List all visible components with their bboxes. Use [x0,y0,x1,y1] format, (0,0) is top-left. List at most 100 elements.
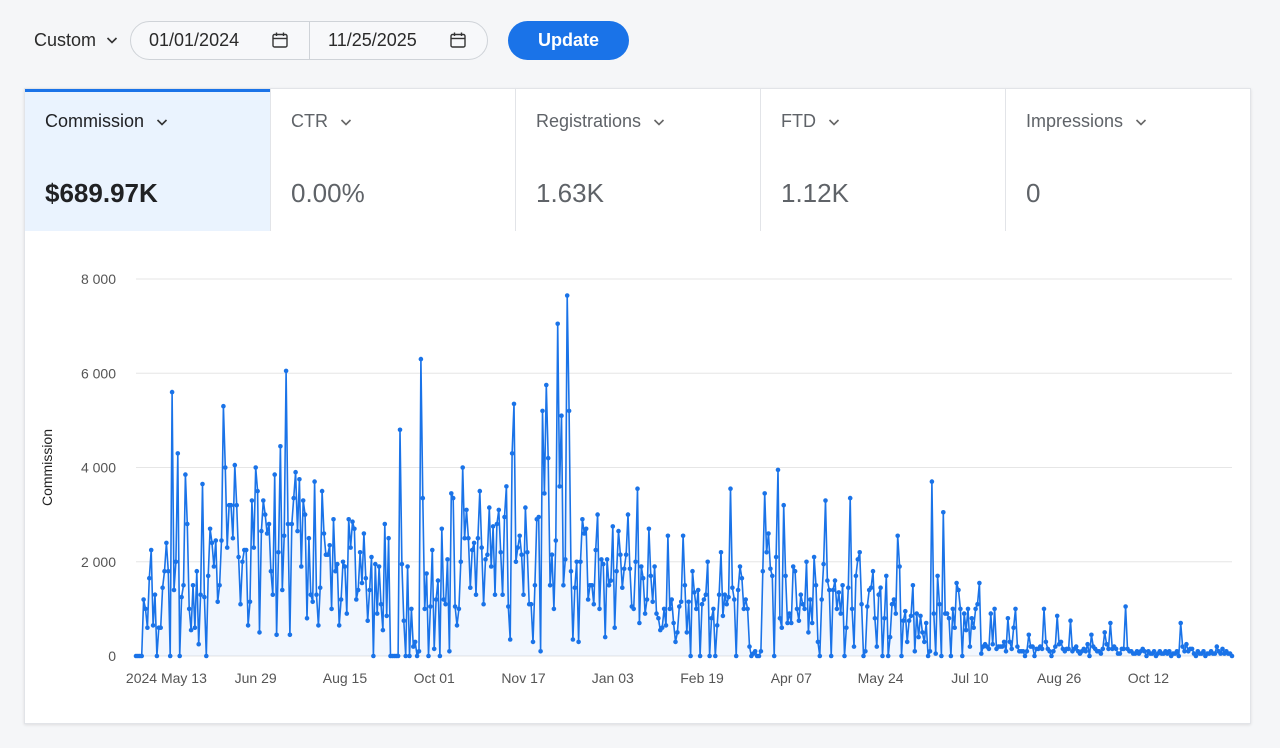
data-point [889,601,895,607]
data-point [838,611,843,616]
data-point [382,521,388,527]
data-point [669,597,674,602]
date-range-select[interactable]: Custom [24,20,128,60]
tab-commission[interactable]: Commission $689.97K [25,89,270,231]
data-point [627,566,633,572]
data-point [450,495,456,501]
start-date-field[interactable]: 01/01/2024 [131,22,309,59]
calendar-icon[interactable] [449,31,467,49]
data-point [1106,646,1111,652]
metric-value: 0.00% [291,178,365,208]
end-date-field[interactable]: 11/25/2025 [309,21,487,59]
data-point [566,408,572,414]
data-point [815,639,821,645]
data-point [899,653,904,659]
data-point [804,559,809,565]
data-point [764,550,769,555]
data-point [338,597,344,602]
data-point [1039,646,1045,652]
data-point [876,592,881,597]
data-point [580,517,585,522]
data-point [299,564,304,569]
tab-impressions[interactable]: Impressions 0 [1005,89,1250,231]
data-point [471,540,477,546]
data-point [760,568,766,574]
data-point [441,597,447,602]
data-point [336,623,342,628]
data-point [405,564,410,569]
tab-ftd[interactable]: FTD 1.12K [760,89,1005,231]
data-point [1201,649,1206,654]
data-point [285,521,291,527]
data-point [409,606,414,612]
data-point [302,512,308,517]
data-point [849,606,855,612]
data-point [695,587,701,593]
data-point [1026,632,1032,638]
data-point [492,592,498,597]
data-point [944,611,950,616]
data-point [956,587,961,593]
data-point [447,649,452,654]
data-point [243,547,249,553]
tab-ctr[interactable]: CTR 0.00% [270,89,515,231]
data-point [783,573,788,579]
data-point [1003,649,1009,654]
tab-registrations[interactable]: Registrations 1.63K [515,89,760,231]
data-point [236,554,241,560]
data-point [728,486,733,492]
tab-label: Registrations [536,111,642,131]
data-point [601,561,606,567]
data-point [737,564,743,569]
start-date-value: 01/01/2024 [149,29,240,50]
x-tick-label: Jul 10 [951,670,989,686]
chevron-down-icon[interactable] [156,116,168,128]
data-point [1212,651,1218,656]
data-point [293,469,298,475]
data-point [771,653,777,659]
data-point [386,535,391,541]
data-point [616,528,621,534]
data-point [722,592,728,597]
data-point [308,592,314,597]
data-point [745,606,750,612]
data-point [228,502,234,508]
data-point [958,606,963,612]
data-point [620,585,625,590]
data-point [555,321,560,327]
data-point [249,498,255,503]
chevron-down-icon[interactable] [828,116,840,128]
data-point [697,653,703,659]
chevron-down-icon[interactable] [340,116,352,128]
data-point [652,564,657,569]
data-point [813,583,819,588]
update-button[interactable]: Update [508,20,630,60]
data-point [916,634,921,640]
data-point [319,488,325,494]
data-point [333,568,338,574]
data-point [762,491,767,496]
chevron-down-icon[interactable] [653,116,665,128]
data-point [1214,644,1220,649]
data-point [758,649,764,654]
data-point [602,634,608,640]
data-point [988,611,994,616]
calendar-icon[interactable] [271,31,289,49]
data-point [291,495,297,501]
data-point [661,606,667,612]
data-point [329,606,334,612]
data-point [456,606,462,612]
data-point [578,559,583,565]
data-point [357,550,363,555]
data-point [411,644,416,649]
data-point [355,587,361,593]
data-point [595,512,600,517]
data-point [1151,649,1157,654]
chevron-down-icon[interactable] [1135,116,1147,128]
data-point [317,585,323,590]
data-point [549,552,555,557]
data-point [316,623,321,628]
data-point [371,653,376,659]
data-point [536,514,541,520]
data-point [585,597,591,602]
